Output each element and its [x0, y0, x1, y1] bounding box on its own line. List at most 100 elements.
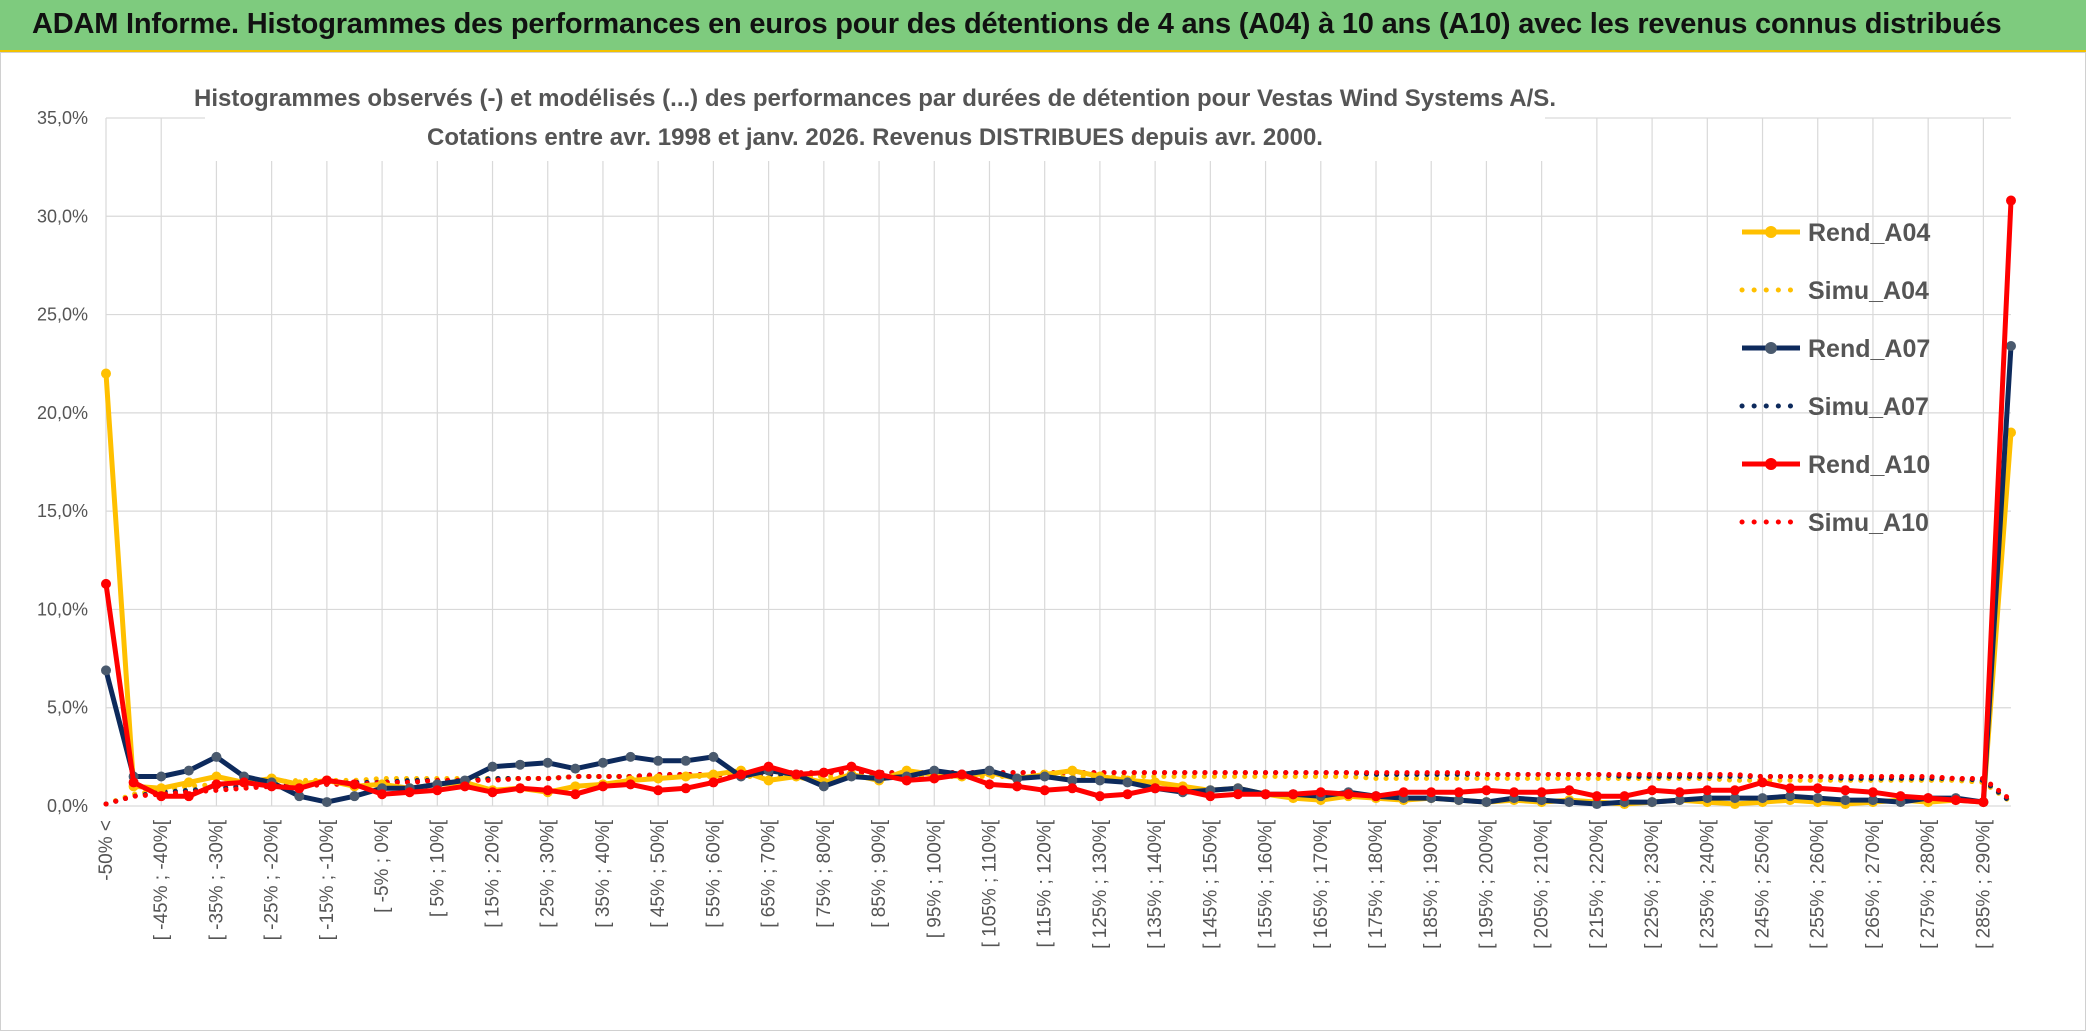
data-point-Rend_A07 [1867, 795, 1878, 806]
data-point-Rend_A10 [1315, 787, 1326, 798]
data-point-Rend_A07 [542, 757, 553, 768]
data-point-Rend_A04 [708, 769, 719, 780]
y-tick-label: 35,0% [37, 108, 88, 128]
data-point-Rend_A07 [321, 797, 332, 808]
x-tick-label: [ 175% ; 180%[ [1366, 819, 1387, 949]
data-point-Rend_A10 [128, 777, 139, 788]
data-point-Rend_A07 [1564, 797, 1575, 808]
data-point-Rend_A10 [156, 791, 167, 802]
y-tick-label: 20,0% [37, 403, 88, 423]
data-point-Rend_A07 [1812, 793, 1823, 804]
data-point-Rend_A10 [653, 785, 664, 796]
data-point-Rend_A07 [1702, 793, 1713, 804]
data-point-Rend_A07 [183, 765, 194, 776]
data-point-Rend_A10 [1591, 791, 1602, 802]
data-point-Rend_A10 [791, 769, 802, 780]
data-point-Rend_A10 [818, 767, 829, 778]
data-point-Rend_A10 [708, 777, 719, 788]
data-point-Rend_A10 [570, 789, 581, 800]
x-tick-label: [ -15% ; -10%[ [317, 819, 338, 940]
data-point-Rend_A10 [680, 783, 691, 794]
x-tick-label: [ 155% ; 160%[ [1256, 819, 1277, 949]
data-point-Rend_A07 [708, 751, 719, 762]
data-point-Rend_A10 [1674, 787, 1685, 798]
data-point-Rend_A10 [377, 789, 388, 800]
x-tick-label: [ 125% ; 130%[ [1090, 819, 1111, 949]
data-point-Rend_A10 [597, 781, 608, 792]
data-point-Rend_A07 [1039, 771, 1050, 782]
data-point-Rend_A10 [101, 578, 111, 589]
data-point-Rend_A10 [984, 779, 995, 790]
data-point-Rend_A10 [1260, 789, 1271, 800]
data-point-Rend_A10 [1840, 785, 1851, 796]
x-tick-label: [ 135% ; 140%[ [1145, 819, 1166, 949]
legend-label-Rend_A10: Rend_A10 [1808, 451, 1930, 479]
data-point-Rend_A10 [404, 787, 415, 798]
data-point-Rend_A07 [1674, 795, 1685, 806]
data-point-Rend_A10 [321, 775, 332, 786]
series-line-Rend_A07 [103, 345, 2014, 807]
x-tick-label: [ 165% ; 170%[ [1311, 819, 1332, 949]
y-tick-label: 5,0% [47, 698, 88, 718]
x-tick-label: [ 115% ; 120%[ [1035, 819, 1056, 947]
data-point-Rend_A10 [2006, 195, 2016, 206]
data-point-Rend_A10 [1785, 783, 1796, 794]
data-point-Rend_A10 [183, 791, 194, 802]
data-point-Rend_A07 [984, 765, 995, 776]
series-line-Rend_A04 [103, 373, 2014, 807]
x-tick-label: [ 205% ; 210%[ [1532, 819, 1553, 949]
legend-marker-Rend_A07 [1765, 342, 1777, 354]
x-tick-label: [ 215% ; 220%[ [1587, 819, 1608, 949]
data-point-Rend_A10 [1757, 777, 1768, 788]
data-point-Rend_A04 [570, 781, 581, 792]
x-axis-ticks: -50% < [ -45% ; -40%[[ -35% ; -30%[[ -25%… [96, 819, 1994, 949]
data-point-Rend_A10 [1509, 787, 1520, 798]
x-tick-label: [ 75% ; 80%[ [814, 819, 835, 927]
data-point-Rend_A10 [1978, 797, 1989, 808]
series-line-Rend_A10 [103, 200, 2014, 805]
data-point-Rend_A04 [680, 771, 691, 782]
data-point-Rend_A10 [1867, 787, 1878, 798]
data-point-Rend_A07 [1453, 795, 1464, 806]
data-point-Rend_A07 [929, 765, 940, 776]
data-point-Rend_A10 [1923, 793, 1934, 804]
data-point-Rend_A07 [570, 763, 581, 774]
legend-label-Simu_A04: Simu_A04 [1808, 277, 1929, 305]
legend: Rend_A04 Simu_A04 Rend_A07 Simu_A07 Rend_A10… [1739, 219, 1930, 537]
data-point-Rend_A10 [625, 779, 636, 790]
data-point-Rend_A10 [266, 781, 277, 792]
data-point-Rend_A10 [1012, 781, 1023, 792]
x-tick-label: -50% < [96, 820, 117, 881]
data-point-Rend_A10 [515, 783, 526, 794]
data-point-Rend_A07 [1067, 775, 1078, 786]
x-tick-label: [ 85% ; 90%[ [869, 819, 890, 927]
series-lines [101, 195, 2016, 810]
data-point-Rend_A10 [1536, 787, 1547, 798]
y-tick-label: 15,0% [37, 501, 88, 521]
data-point-Rend_A07 [680, 755, 691, 766]
data-point-Rend_A04 [156, 783, 167, 794]
data-point-Rend_A07 [156, 771, 167, 782]
data-point-Rend_A10 [239, 777, 250, 788]
data-point-Rend_A07 [1591, 799, 1602, 810]
x-tick-label: [ -45% ; -40%[ [151, 819, 172, 940]
chart-title-line-2: Cotations entre avr. 1998 et janv. 2026.… [427, 124, 1323, 151]
x-tick-label: [ 45% ; 50%[ [648, 819, 669, 927]
legend-label-Simu_A10: Simu_A10 [1808, 509, 1929, 537]
data-point-Rend_A10 [1232, 789, 1243, 800]
x-tick-label: [ 65% ; 70%[ [759, 819, 780, 927]
y-axis-ticks: 0,0% 5,0% 10,0% 15,0% 20,0% 25,0% 30,0% 35,0% [37, 108, 88, 816]
data-point-Rend_A10 [1426, 787, 1437, 798]
x-tick-label: [ 225% ; 230%[ [1642, 819, 1663, 949]
data-point-Rend_A07 [1012, 773, 1023, 784]
x-tick-label: [ 265% ; 270%[ [1863, 819, 1884, 949]
data-point-Rend_A07 [515, 759, 526, 770]
data-point-Rend_A10 [874, 769, 885, 780]
gridlines [105, 117, 2011, 807]
data-point-Rend_A07 [1122, 777, 1133, 788]
x-tick-label: [ -5% ; 0%[ [372, 819, 393, 913]
data-point-Rend_A10 [1371, 791, 1381, 802]
data-point-Rend_A07 [1481, 797, 1492, 808]
data-point-Rend_A07 [653, 755, 664, 766]
